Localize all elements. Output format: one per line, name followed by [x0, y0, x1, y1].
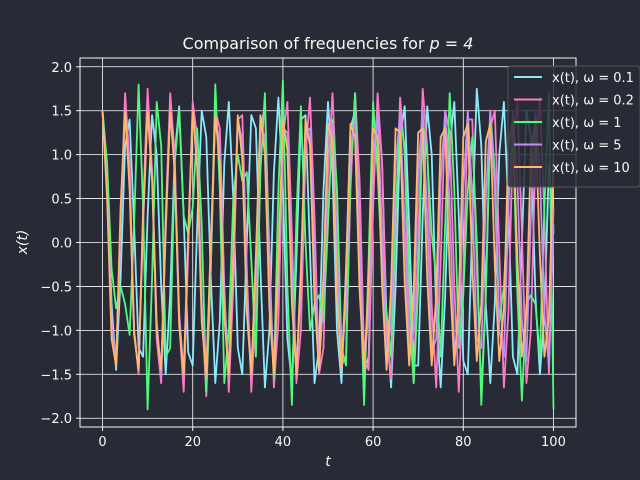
legend-label: x(t), ω = 0.2 — [552, 94, 634, 109]
x-tick-label: 100 — [541, 435, 566, 450]
y-tick-label: 0.5 — [51, 193, 72, 208]
y-tick-label: −1.0 — [40, 324, 72, 339]
series-line-omega-10 — [101, 109, 555, 376]
y-tick-label: 2.0 — [51, 61, 72, 76]
y-tick-label: 1.5 — [51, 105, 72, 120]
y-tick-label: −1.5 — [40, 368, 72, 383]
legend: x(t), ω = 0.1 x(t), ω = 0.2 x(t), ω = 1 x(t… — [507, 65, 640, 188]
legend-box — [507, 65, 640, 188]
x-tick-label: 40 — [275, 435, 292, 450]
chart-title: Comparison of frequencies for p = 4 — [183, 34, 474, 53]
y-tick-label: −0.5 — [40, 280, 72, 295]
chart-title-text: Comparison of frequencies for — [183, 34, 430, 53]
y-axis-ticks: 2.0 1.5 1.0 0.5 0.0 −0.5 −1.0 −1.5 −2.0 — [40, 61, 80, 427]
legend-label: x(t), ω = 5 — [552, 139, 622, 154]
y-tick-label: 1.0 — [51, 149, 72, 164]
x-axis-ticks: 0 20 40 60 80 100 — [98, 427, 566, 450]
x-tick-label: 80 — [455, 435, 472, 450]
y-tick-label: −2.0 — [40, 412, 72, 427]
series-line-omega-1 — [101, 79, 555, 411]
chart-title-math: p = 4 — [429, 34, 474, 53]
x-tick-label: 60 — [365, 435, 382, 450]
legend-label: x(t), ω = 10 — [552, 161, 630, 176]
legend-label: x(t), ω = 1 — [552, 116, 622, 131]
y-tick-label: 0.0 — [51, 237, 72, 252]
x-tick-label: 0 — [98, 435, 106, 450]
x-tick-label: 20 — [184, 435, 201, 450]
x-axis-title: t — [325, 454, 331, 470]
series-lines — [101, 79, 555, 411]
legend-label: x(t), ω = 0.1 — [552, 71, 634, 86]
y-axis-title: x(t) — [15, 230, 31, 256]
